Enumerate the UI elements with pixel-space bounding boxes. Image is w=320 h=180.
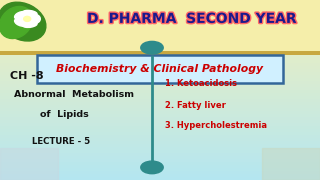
Bar bbox=[0, 48, 320, 51]
Bar bbox=[0, 171, 320, 174]
Bar bbox=[0, 60, 320, 63]
Bar bbox=[0, 81, 320, 84]
Text: 3. Hypercholestremia: 3. Hypercholestremia bbox=[165, 121, 267, 130]
Bar bbox=[0, 90, 320, 93]
Bar bbox=[262, 148, 320, 180]
Bar bbox=[0, 42, 320, 45]
Bar bbox=[0, 114, 320, 117]
Bar bbox=[0, 153, 320, 156]
Bar bbox=[0, 75, 320, 78]
Bar bbox=[0, 51, 320, 54]
Bar bbox=[0, 78, 320, 81]
Circle shape bbox=[141, 41, 163, 54]
Bar bbox=[0, 129, 320, 132]
Ellipse shape bbox=[15, 18, 27, 26]
Bar bbox=[0, 150, 320, 153]
Bar bbox=[0, 21, 320, 24]
Bar bbox=[0, 147, 320, 150]
Bar bbox=[0, 51, 320, 55]
Bar bbox=[0, 66, 320, 69]
Bar bbox=[0, 132, 320, 135]
Bar bbox=[0, 126, 320, 129]
Ellipse shape bbox=[30, 15, 40, 23]
Text: 1. Ketoacidosis: 1. Ketoacidosis bbox=[165, 79, 237, 88]
Bar bbox=[0, 144, 320, 147]
Bar bbox=[0, 6, 320, 9]
Ellipse shape bbox=[15, 12, 27, 19]
Bar bbox=[0, 84, 320, 87]
Text: of  Lipids: of Lipids bbox=[40, 110, 88, 119]
Bar bbox=[0, 30, 320, 33]
Bar bbox=[0, 0, 320, 51]
Bar bbox=[0, 111, 320, 114]
Bar bbox=[0, 87, 320, 90]
Ellipse shape bbox=[24, 16, 31, 21]
Bar bbox=[0, 156, 320, 159]
Ellipse shape bbox=[0, 2, 46, 41]
Bar bbox=[0, 117, 320, 120]
Bar bbox=[0, 39, 320, 42]
Bar bbox=[0, 0, 320, 3]
Bar bbox=[0, 72, 320, 75]
Bar bbox=[0, 120, 320, 123]
Bar bbox=[0, 174, 320, 177]
Bar bbox=[0, 108, 320, 111]
Bar bbox=[0, 27, 320, 30]
Text: Abnormal  Metabolism: Abnormal Metabolism bbox=[14, 90, 134, 99]
Text: LECTURE - 5: LECTURE - 5 bbox=[32, 137, 90, 146]
Text: Biochemistry & Clinical Pathology: Biochemistry & Clinical Pathology bbox=[56, 64, 264, 74]
Bar bbox=[0, 138, 320, 141]
Text: CH -8: CH -8 bbox=[10, 71, 43, 81]
Bar bbox=[0, 148, 58, 180]
Ellipse shape bbox=[22, 21, 37, 27]
Bar bbox=[0, 141, 320, 144]
Bar bbox=[0, 168, 320, 171]
Ellipse shape bbox=[0, 6, 33, 39]
FancyBboxPatch shape bbox=[37, 55, 283, 83]
Bar bbox=[0, 69, 320, 72]
Bar bbox=[0, 123, 320, 126]
Bar bbox=[0, 24, 320, 27]
Bar bbox=[0, 18, 320, 21]
Text: D. PHARMA  SECOND YEAR: D. PHARMA SECOND YEAR bbox=[87, 12, 297, 26]
Bar bbox=[0, 15, 320, 18]
Bar bbox=[0, 162, 320, 165]
Bar bbox=[0, 102, 320, 105]
Bar bbox=[0, 93, 320, 96]
Bar bbox=[0, 177, 320, 180]
Circle shape bbox=[141, 161, 163, 174]
Bar bbox=[0, 12, 320, 15]
Bar bbox=[0, 9, 320, 12]
Bar bbox=[0, 36, 320, 39]
Bar bbox=[0, 165, 320, 168]
Bar bbox=[0, 3, 320, 6]
Bar bbox=[0, 135, 320, 138]
Bar bbox=[0, 96, 320, 99]
Bar bbox=[0, 33, 320, 36]
Ellipse shape bbox=[22, 10, 37, 16]
Bar bbox=[0, 159, 320, 162]
Bar bbox=[0, 57, 320, 60]
Bar bbox=[0, 45, 320, 48]
Bar bbox=[0, 54, 320, 57]
Bar bbox=[0, 99, 320, 102]
Bar bbox=[0, 63, 320, 66]
Text: 2. Fatty liver: 2. Fatty liver bbox=[165, 101, 226, 110]
Bar bbox=[0, 105, 320, 108]
